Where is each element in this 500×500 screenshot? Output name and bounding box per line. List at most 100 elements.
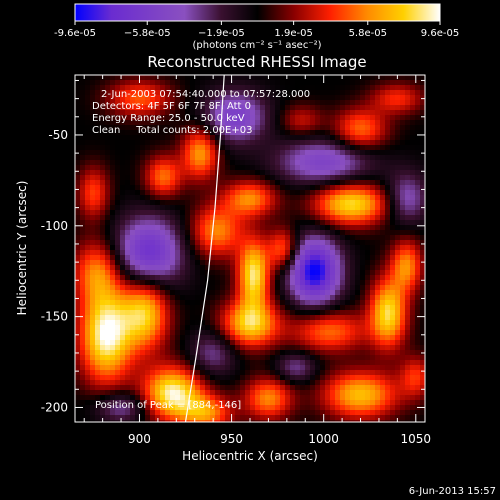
heatmap-cell bbox=[80, 330, 86, 336]
heatmap-cell bbox=[230, 140, 236, 146]
heatmap-cell bbox=[75, 160, 81, 166]
heatmap-cell bbox=[345, 140, 351, 146]
heatmap-cell bbox=[220, 420, 226, 422]
heatmap-cell bbox=[105, 130, 111, 136]
heatmap-cell bbox=[320, 90, 326, 96]
heatmap-cell bbox=[250, 320, 256, 326]
heatmap-cell bbox=[115, 245, 121, 251]
heatmap-cell bbox=[350, 285, 356, 291]
heatmap-cell bbox=[180, 280, 186, 286]
heatmap-cell bbox=[370, 330, 376, 336]
heatmap-cell bbox=[290, 310, 296, 316]
heatmap-cell bbox=[415, 295, 421, 301]
heatmap-cell bbox=[320, 145, 326, 151]
heatmap-cell bbox=[110, 360, 116, 366]
heatmap-cell bbox=[310, 190, 316, 196]
heatmap-cell bbox=[185, 190, 191, 196]
heatmap-cell bbox=[235, 395, 241, 401]
heatmap-cell bbox=[400, 400, 406, 406]
heatmap-cell bbox=[345, 145, 351, 151]
heatmap-cell bbox=[380, 290, 386, 296]
heatmap-cell bbox=[140, 280, 146, 286]
chart-title: Reconstructed RHESSI Image bbox=[147, 53, 366, 71]
heatmap-cell bbox=[135, 125, 141, 131]
heatmap-cell bbox=[415, 145, 421, 151]
heatmap-cell bbox=[145, 125, 151, 131]
heatmap-cell bbox=[350, 270, 356, 276]
heatmap-cell bbox=[75, 400, 81, 406]
heatmap-cell bbox=[300, 235, 306, 241]
heatmap-cell bbox=[115, 270, 121, 276]
heatmap-cell bbox=[375, 410, 381, 416]
heatmap-cell bbox=[285, 150, 291, 156]
heatmap-cell bbox=[200, 85, 206, 91]
heatmap-cell bbox=[170, 170, 176, 176]
heatmap-cell bbox=[175, 405, 181, 411]
heatmap-cell bbox=[90, 250, 96, 256]
heatmap-cell bbox=[235, 220, 241, 226]
heatmap-cell bbox=[410, 115, 416, 121]
heatmap-cell bbox=[145, 190, 151, 196]
heatmap-cell bbox=[335, 175, 341, 181]
heatmap-cell bbox=[95, 385, 101, 391]
heatmap-cell bbox=[415, 95, 421, 101]
heatmap-cell bbox=[220, 390, 226, 396]
heatmap-cell bbox=[190, 165, 196, 171]
heatmap-cell bbox=[400, 140, 406, 146]
heatmap-cell bbox=[320, 175, 326, 181]
heatmap-cell bbox=[330, 390, 336, 396]
heatmap-cell bbox=[125, 390, 131, 396]
heatmap-cell bbox=[330, 330, 336, 336]
heatmap-cell bbox=[385, 140, 391, 146]
heatmap-cell bbox=[135, 295, 141, 301]
heatmap-cell bbox=[140, 385, 146, 391]
heatmap-cell bbox=[90, 105, 96, 111]
heatmap-cell bbox=[165, 310, 171, 316]
heatmap-cell bbox=[295, 305, 301, 311]
heatmap-cell bbox=[255, 280, 261, 286]
heatmap-cell bbox=[205, 235, 211, 241]
heatmap-cell bbox=[400, 235, 406, 241]
heatmap-cell bbox=[210, 205, 216, 211]
heatmap-cell bbox=[130, 325, 136, 331]
heatmap-cell bbox=[215, 380, 221, 386]
heatmap-cell bbox=[330, 240, 336, 246]
heatmap-cell bbox=[90, 205, 96, 211]
heatmap-cell bbox=[240, 120, 246, 126]
heatmap-cell bbox=[100, 160, 106, 166]
heatmap-cell bbox=[190, 180, 196, 186]
heatmap-cell bbox=[410, 170, 416, 176]
heatmap-cell bbox=[185, 90, 191, 96]
heatmap-cell bbox=[335, 340, 341, 346]
heatmap-cell bbox=[115, 210, 121, 216]
heatmap-cell bbox=[365, 265, 371, 271]
heatmap-cell bbox=[405, 175, 411, 181]
heatmap-cell bbox=[395, 385, 401, 391]
heatmap-cell bbox=[340, 90, 346, 96]
heatmap-cell bbox=[135, 80, 141, 86]
heatmap-cell bbox=[360, 160, 366, 166]
heatmap-cell bbox=[150, 135, 156, 141]
heatmap-cell bbox=[285, 125, 291, 131]
heatmap-cell bbox=[385, 365, 391, 371]
heatmap-cell bbox=[110, 270, 116, 276]
heatmap-cell bbox=[100, 85, 106, 91]
heatmap-cell bbox=[165, 350, 171, 356]
heatmap-cell bbox=[380, 225, 386, 231]
heatmap-cell bbox=[365, 210, 371, 216]
heatmap-cell bbox=[155, 290, 161, 296]
heatmap-cell bbox=[255, 185, 261, 191]
heatmap-cell bbox=[205, 390, 211, 396]
heatmap-cell bbox=[100, 350, 106, 356]
heatmap-cell bbox=[95, 255, 101, 261]
heatmap-cell bbox=[90, 375, 96, 381]
heatmap-cell bbox=[360, 140, 366, 146]
heatmap-cell bbox=[315, 350, 321, 356]
heatmap-cell bbox=[205, 130, 211, 136]
heatmap-cell bbox=[95, 320, 101, 326]
heatmap-cell bbox=[205, 345, 211, 351]
heatmap-cell bbox=[130, 280, 136, 286]
heatmap-cell bbox=[380, 265, 386, 271]
heatmap-cell bbox=[145, 310, 151, 316]
heatmap-cell bbox=[145, 250, 151, 256]
